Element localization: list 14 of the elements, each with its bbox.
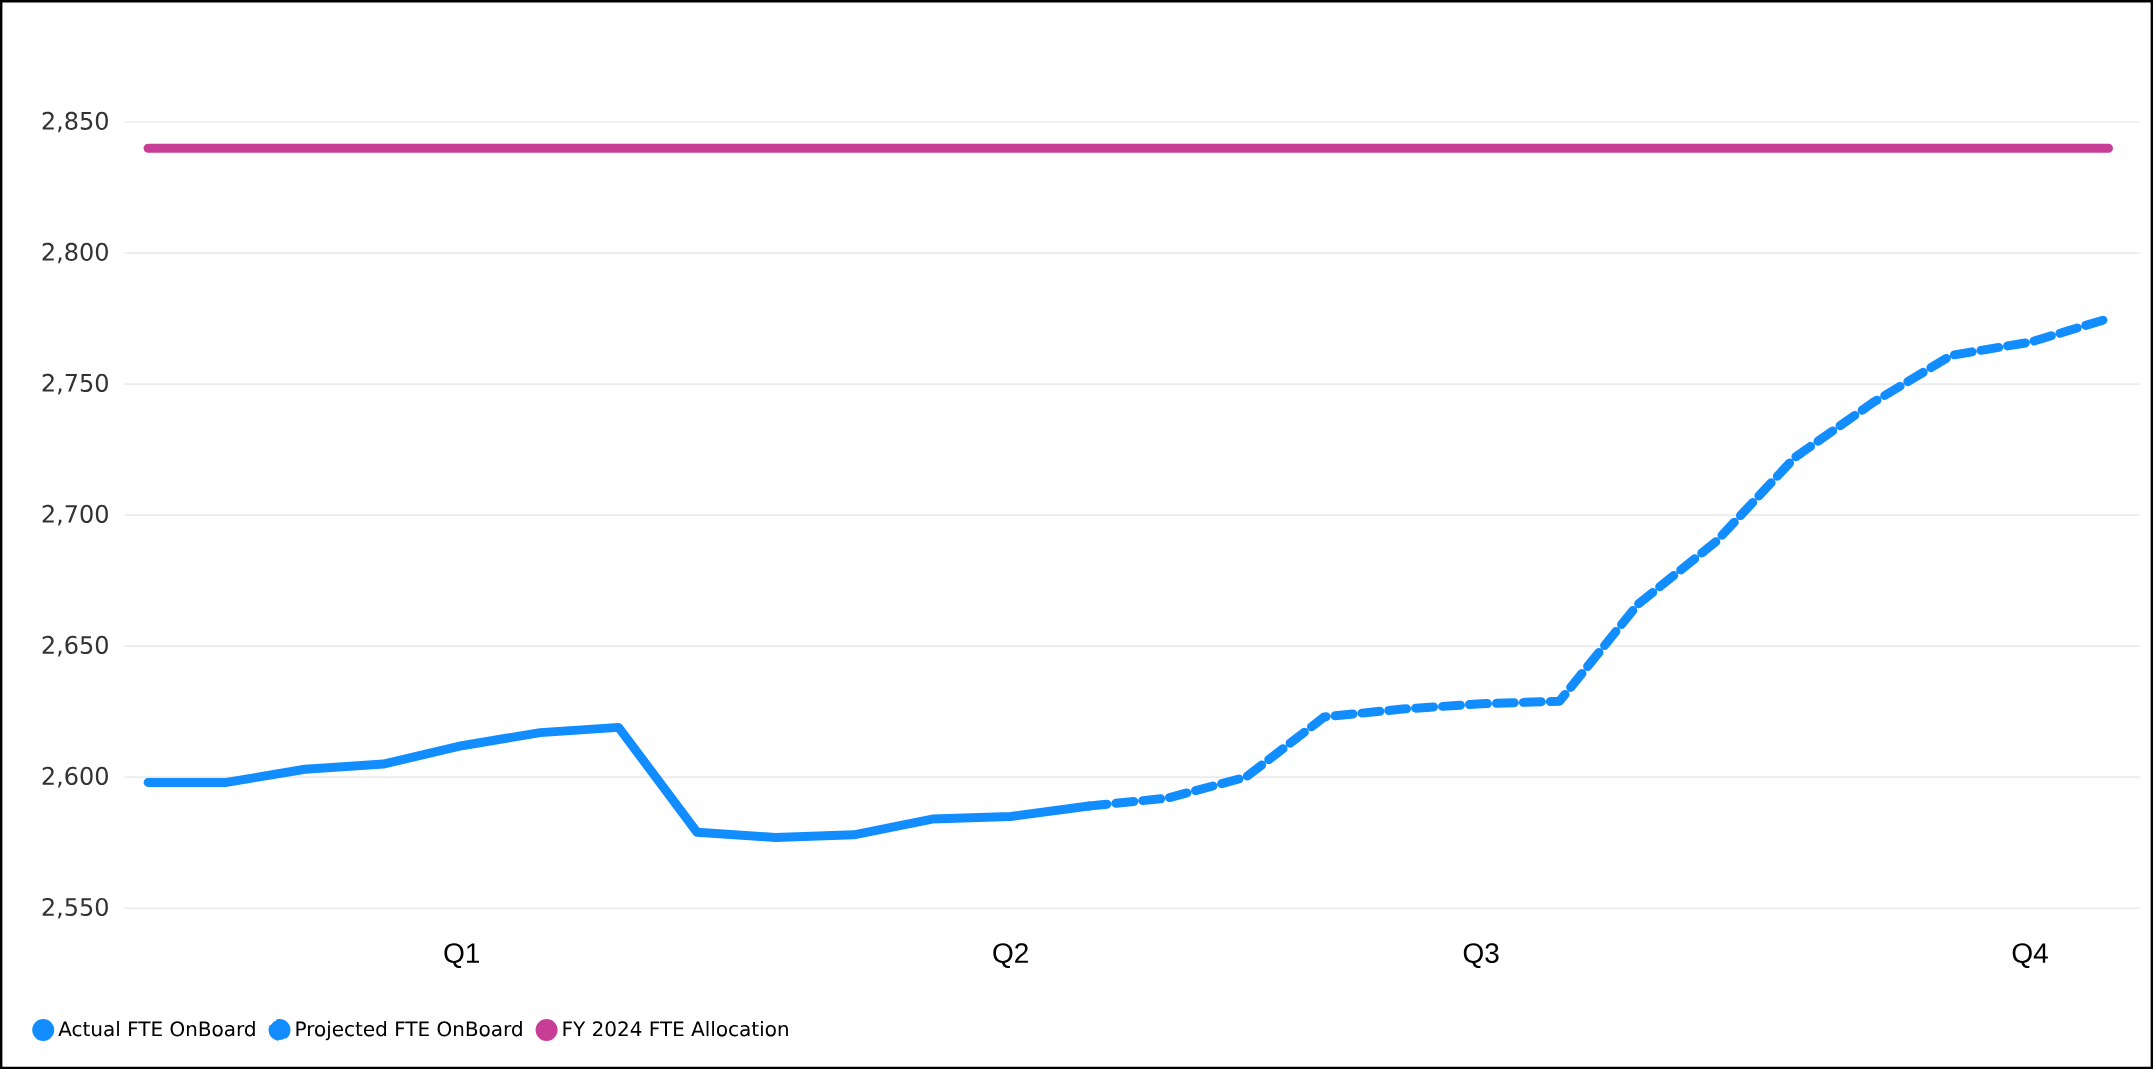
x-tick-label: Q2 (993, 943, 1028, 968)
y-tick-label: 2,700 (42, 504, 108, 526)
y-tick-label: 2,800 (42, 242, 108, 264)
legend-label: Projected FTE OnBoard (296, 1020, 522, 1041)
legend-label: FY 2024 FTE Allocation (563, 1020, 788, 1037)
x-tick-label: Q3 (1463, 943, 1499, 968)
y-tick-label: 2,650 (42, 635, 108, 657)
legend-label: Actual FTE OnBoard (58, 1020, 255, 1037)
y-tick-label: 2,850 (42, 111, 108, 133)
y-tick-label: 2,750 (42, 373, 108, 395)
y-tick-label: 2,600 (42, 766, 108, 788)
x-tick-label: Q1 (444, 943, 480, 968)
x-tick-label: Q4 (2012, 943, 2048, 968)
y-tick-label: 2,550 (42, 897, 108, 919)
